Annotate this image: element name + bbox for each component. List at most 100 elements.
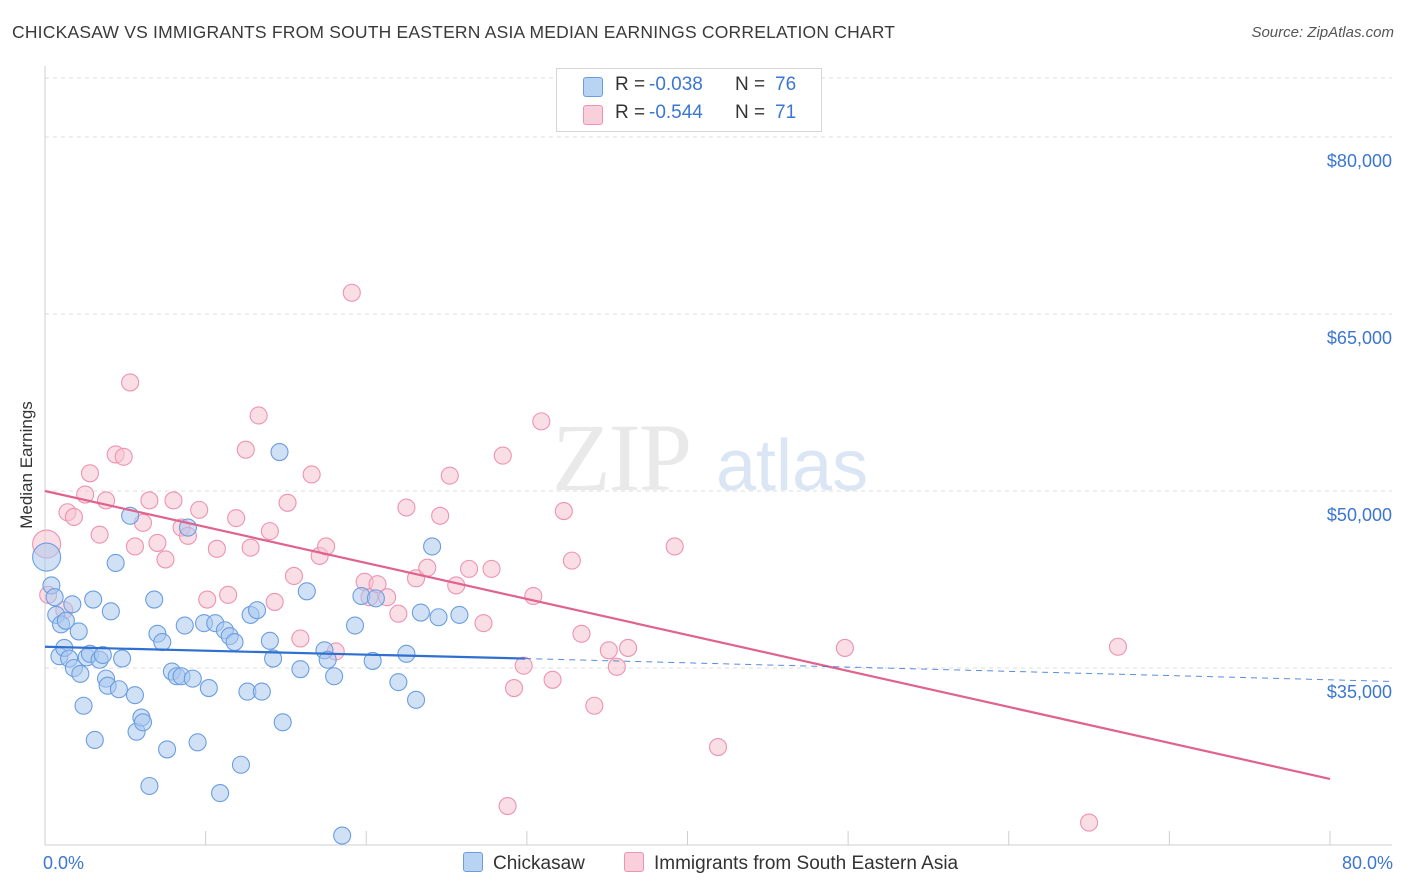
data-point-immigrants — [64, 507, 83, 527]
legend-label-chickasaw: Chickasaw — [493, 853, 585, 874]
data-point-immigrants — [156, 550, 175, 569]
data-point-immigrants — [198, 590, 217, 609]
data-point-immigrants — [219, 585, 238, 604]
data-point-chickasaw — [260, 631, 279, 650]
data-point-chickasaw — [106, 553, 125, 573]
trend-line-immigrants — [44, 489, 1331, 780]
data-point-chickasaw — [345, 616, 365, 635]
trend-lines — [44, 489, 1393, 780]
legend-n-label: N = — [735, 102, 766, 123]
data-point-immigrants — [493, 446, 512, 465]
data-point-immigrants — [418, 558, 437, 577]
correlation-legend: R = -0.038 N = 76 R = -0.544 N = 71 — [556, 68, 822, 132]
data-point-chickasaw — [85, 730, 104, 750]
data-point-chickasaw — [333, 826, 352, 845]
trend-line-chickasaw — [44, 645, 526, 660]
data-point-chickasaw — [397, 644, 416, 663]
x-tick-label: 80.0% — [1342, 853, 1393, 873]
data-point-immigrants — [708, 738, 728, 757]
data-point-immigrants — [265, 592, 284, 611]
data-point-immigrants — [90, 525, 109, 544]
data-point-chickasaw — [247, 601, 267, 620]
data-point-chickasaw — [225, 632, 244, 652]
data-point-chickasaw — [93, 645, 112, 665]
data-point-immigrants — [474, 614, 493, 633]
data-point-chickasaw — [63, 595, 82, 614]
data-point-immigrants — [140, 491, 159, 510]
data-point-immigrants — [835, 638, 854, 657]
data-point-immigrants — [562, 551, 581, 570]
data-point-immigrants — [440, 466, 459, 485]
watermark: ZIP atlas — [552, 404, 868, 511]
data-point-immigrants — [514, 656, 533, 675]
data-point-chickasaw — [175, 616, 194, 635]
data-point-chickasaw — [318, 650, 337, 669]
data-point-chickasaw — [69, 622, 88, 641]
data-point-chickasaw — [56, 611, 75, 630]
data-point-chickasaw — [325, 667, 344, 686]
data-point-chickasaw — [158, 740, 177, 759]
data-point-chickasaw — [231, 755, 251, 774]
legend-swatch-blue — [463, 852, 483, 872]
data-point-chickasaw — [125, 686, 144, 705]
data-point-chickasaw — [199, 679, 218, 698]
legend-swatch-blue — [583, 77, 603, 97]
data-point-chickasaw — [183, 669, 202, 688]
data-point-chickasaw — [188, 733, 207, 752]
data-point-chickasaw — [264, 649, 283, 668]
data-point-immigrants — [291, 629, 310, 648]
legend-item-immigrants: Immigrants from South Eastern Asia — [624, 852, 958, 875]
data-point-immigrants — [585, 696, 604, 715]
legend-row-chickasaw: R = -0.038 N = 76 — [557, 73, 821, 99]
data-point-immigrants — [543, 670, 562, 689]
data-point-immigrants — [114, 447, 133, 466]
data-point-immigrants — [607, 657, 626, 676]
data-point-immigrants — [572, 624, 591, 643]
legend-swatch-pink — [583, 105, 603, 125]
data-point-chickasaw — [363, 651, 382, 670]
data-point-immigrants — [148, 533, 167, 552]
watermark-zip: ZIP — [552, 404, 690, 511]
data-point-immigrants — [241, 538, 260, 557]
data-point-immigrants — [190, 500, 209, 519]
grid-lines — [45, 77, 1392, 669]
data-point-chickasaw — [429, 608, 448, 627]
data-point-immigrants — [1080, 813, 1099, 832]
data-point-chickasaw — [153, 632, 172, 652]
data-point-immigrants — [278, 493, 297, 512]
y-tick-label: $65,000 — [1327, 328, 1392, 348]
legend-row-immigrants: R = -0.544 N = 71 — [557, 101, 821, 127]
legend-label-immigrants: Immigrants from South Eastern Asia — [654, 853, 959, 874]
data-point-immigrants — [431, 506, 450, 525]
data-point-immigrants — [459, 559, 479, 578]
data-point-immigrants — [599, 641, 618, 660]
data-point-chickasaw — [270, 443, 289, 462]
data-point-chickasaw — [389, 673, 408, 692]
watermark-atlas: atlas — [716, 426, 868, 506]
data-point-chickasaw — [133, 713, 153, 732]
x-tick-label: 0.0% — [43, 853, 84, 873]
data-point-chickasaw — [406, 690, 426, 709]
y-tick-label: $80,000 — [1327, 151, 1392, 171]
data-point-chickasaw — [411, 603, 430, 622]
legend-item-chickasaw: Chickasaw — [463, 852, 585, 875]
data-point-chickasaw — [32, 542, 62, 572]
tick-labels: $35,000 $50,000 $65,000 $80,000 0.0% 80.0% — [43, 151, 1393, 873]
data-point-chickasaw — [113, 649, 132, 668]
data-point-immigrants — [284, 566, 304, 586]
data-point-immigrants — [397, 498, 416, 517]
data-point-chickasaw — [423, 537, 442, 556]
data-point-chickasaw — [297, 582, 316, 601]
data-point-chickasaw — [291, 660, 310, 679]
data-point-immigrants — [498, 797, 517, 816]
legend-r-label: R = — [615, 74, 646, 95]
legend-swatch-pink — [624, 852, 644, 872]
data-point-chickasaw — [273, 713, 292, 732]
legend-n-label: N = — [735, 74, 766, 95]
data-point-immigrants — [482, 559, 501, 578]
data-point-immigrants — [554, 502, 573, 521]
data-point-immigrants — [227, 509, 246, 528]
legend-n-value: 76 — [775, 74, 797, 95]
trend-line-chickasaw-extension — [525, 658, 1393, 682]
